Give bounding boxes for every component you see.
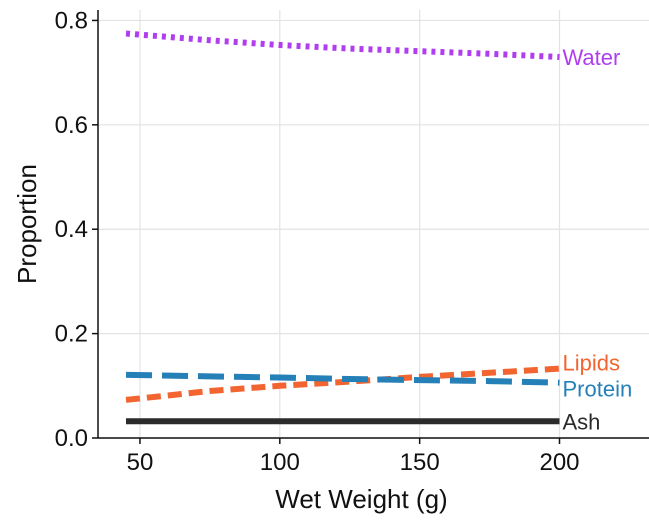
y-tick-label: 0.2 [55, 321, 88, 348]
tick-layer: 50 100 150 200 0.0 0.2 0.4 0.6 0.8 [55, 7, 580, 476]
series-label-protein: Protein [562, 377, 632, 402]
y-axis-title: Proportion [12, 164, 42, 284]
series-line-lipids [125, 365, 560, 403]
series-label-ash: Ash [562, 409, 600, 434]
y-tick-label: 0.8 [55, 7, 88, 34]
series-label-lipids: Lipids [562, 351, 619, 376]
y-tick-label: 0.4 [55, 216, 88, 243]
series-label-water: Water [562, 45, 620, 70]
series-line-water [125, 30, 560, 60]
series-line-protein [125, 371, 560, 386]
y-tick-label: 0.0 [55, 425, 88, 452]
axes [97, 10, 649, 439]
x-tick-label: 200 [539, 449, 579, 476]
x-tick-label: 100 [260, 449, 300, 476]
x-tick-label: 150 [400, 449, 440, 476]
x-tick-label: 50 [127, 449, 154, 476]
y-tick-label: 0.6 [55, 112, 88, 139]
x-axis-title: Wet Weight (g) [275, 484, 447, 514]
series-layer [125, 30, 560, 425]
